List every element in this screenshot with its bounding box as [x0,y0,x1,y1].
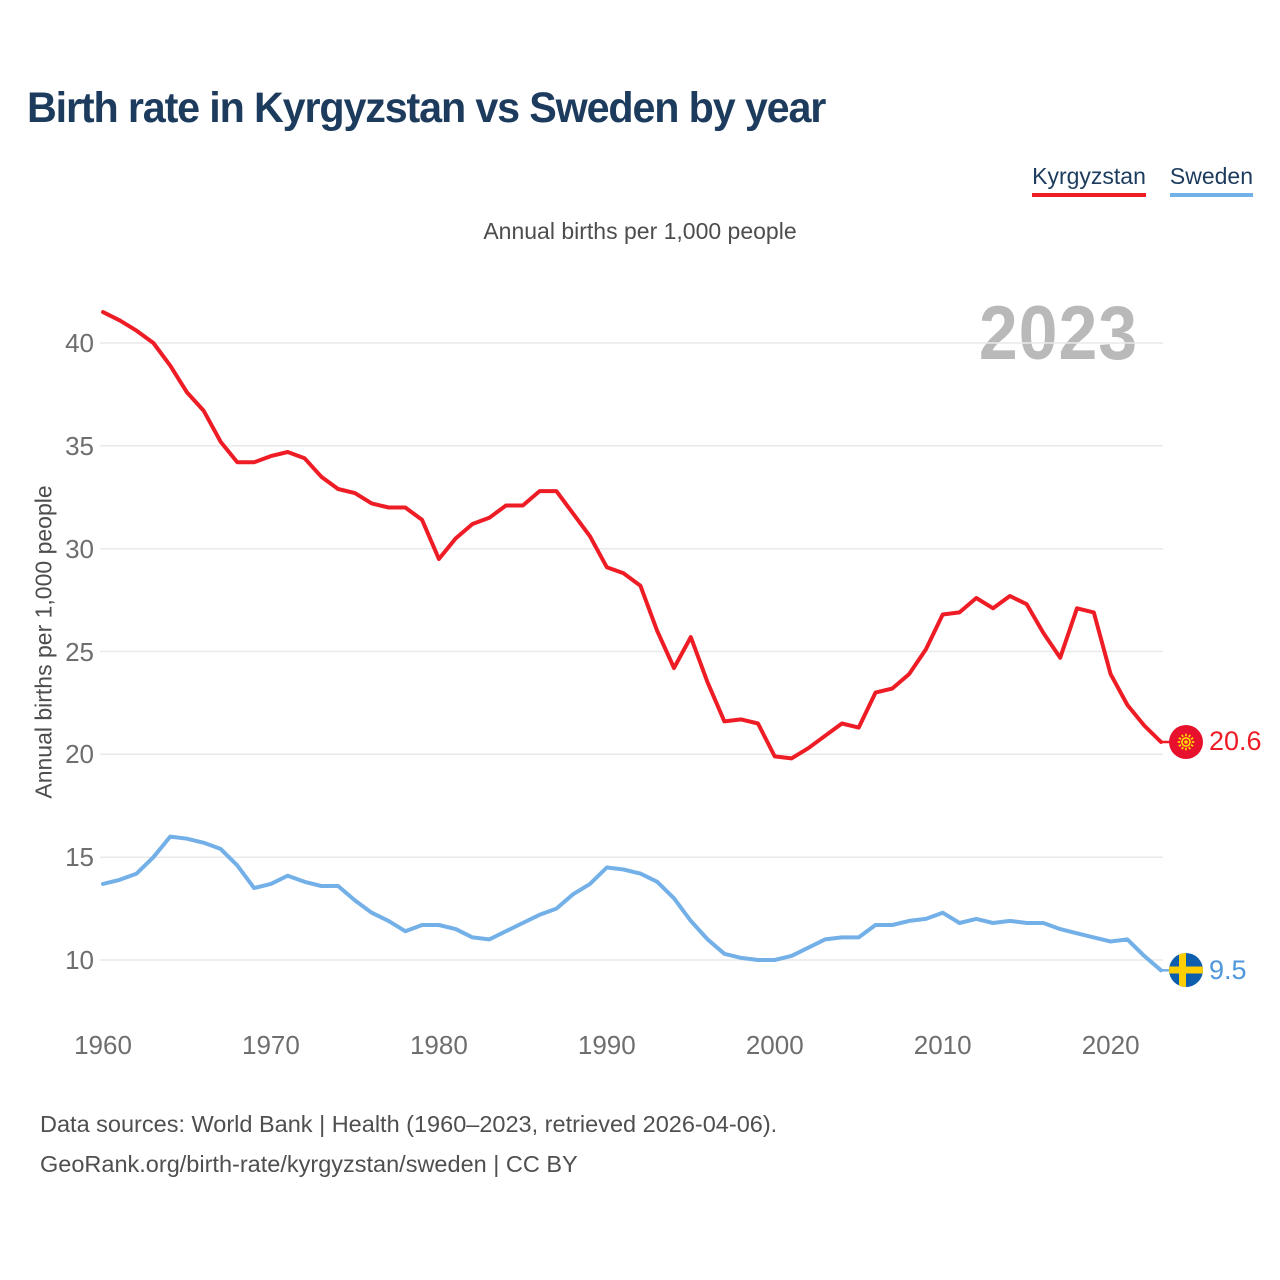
y-axis-tick-label: 40 [65,328,94,358]
kyrgyzstan-end-marker: 20.6 [1169,724,1262,759]
watermark-year: 2023 [978,291,1138,376]
kyrgyzstan-end-value: 20.6 [1209,726,1262,757]
x-axis-tick-label: 1980 [409,1030,468,1060]
sweden-flag-icon [1169,953,1203,988]
y-axis-tick-label: 25 [65,636,94,667]
footer-attribution-line: GeoRank.org/birth-rate/kyrgyzstan/sweden… [40,1151,578,1177]
legend-item-kyrgyzstan[interactable]: Kyrgyzstan [1032,163,1146,197]
x-axis-tick-label: 1990 [577,1030,636,1060]
chart-subtitle: Annual births per 1,000 people [483,218,797,244]
kyrgyzstan-flag-icon [1169,724,1203,759]
kyrgyzstan-line [101,310,1163,761]
x-axis-tick-label: 2000 [745,1030,804,1060]
footer: Data sources: World Bank | Health (1960–… [40,1104,777,1184]
x-axis-tick-label: 1960 [74,1030,132,1060]
y-axis-tick-label: 10 [65,945,94,975]
sweden-end-marker: 9.5 [1169,953,1247,988]
y-axis-tick-label: 30 [65,533,94,564]
x-axis-tick-label: 2020 [1081,1030,1140,1060]
x-axis-tick-label: 2010 [913,1030,972,1060]
y-axis-tick-label: 35 [65,430,94,461]
y-axis-tick-label: 15 [65,842,94,873]
page-title: Birth rate in Kyrgyzstan vs Sweden by ye… [27,84,826,132]
footer-sources-line: Data sources: World Bank | Health (1960–… [40,1111,778,1137]
sweden-end-value: 9.5 [1209,954,1247,985]
legend-item-sweden[interactable]: Sweden [1169,163,1253,197]
y-axis-tick-label: 20 [65,739,94,770]
legend: Kyrgyzstan Sweden [1032,163,1253,197]
x-axis-tick-label: 1970 [242,1030,300,1060]
sweden-line [101,834,1163,973]
